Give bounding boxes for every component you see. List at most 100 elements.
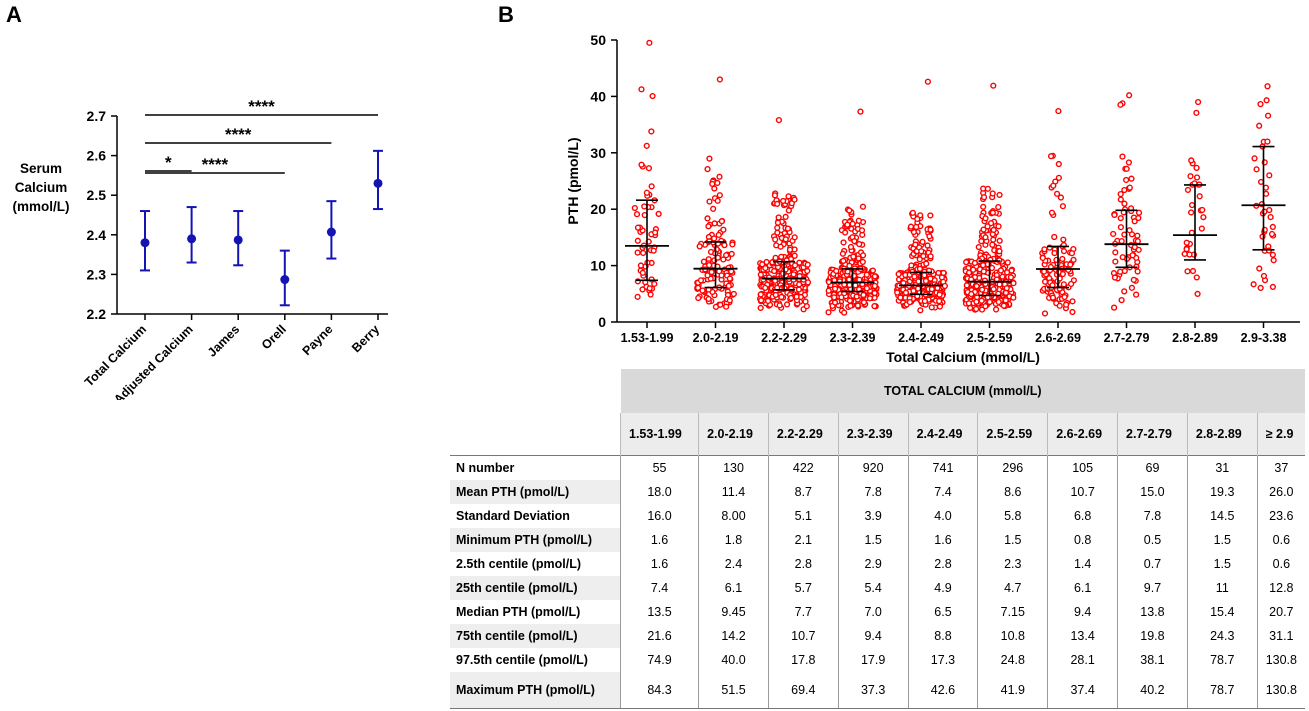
table-cell: 2.1 bbox=[767, 528, 839, 552]
table-cell: 6.1 bbox=[1047, 576, 1118, 600]
data-point bbox=[859, 252, 867, 259]
data-point bbox=[1007, 274, 1015, 281]
data-point bbox=[1119, 153, 1126, 160]
data-point bbox=[1057, 194, 1065, 201]
data-point bbox=[1266, 206, 1273, 214]
data-point bbox=[705, 295, 712, 303]
data-point bbox=[996, 281, 1003, 288]
data-point bbox=[723, 252, 730, 259]
data-point bbox=[871, 289, 878, 297]
data-point bbox=[860, 291, 867, 299]
data-point bbox=[1060, 281, 1067, 288]
data-point bbox=[718, 272, 725, 279]
data-point bbox=[1070, 256, 1077, 263]
data-point bbox=[869, 267, 877, 274]
x-axis-label: Total Calcium (mmol/L) bbox=[886, 349, 1040, 365]
data-point bbox=[978, 286, 986, 293]
data-point bbox=[831, 299, 839, 306]
table-cell: 10.8 bbox=[977, 624, 1048, 648]
data-point bbox=[1189, 267, 1197, 275]
data-point bbox=[772, 291, 779, 299]
table-cell: 6.1 bbox=[698, 576, 769, 600]
data-point bbox=[859, 258, 866, 266]
data-point bbox=[1121, 288, 1128, 295]
data-point bbox=[1133, 291, 1140, 298]
table-cell: 5.1 bbox=[767, 504, 839, 528]
data-point bbox=[1055, 174, 1062, 181]
table-cell: 0.6 bbox=[1256, 528, 1305, 552]
data-point bbox=[980, 226, 987, 233]
data-point bbox=[852, 282, 859, 289]
data-point bbox=[704, 272, 711, 279]
data-point bbox=[704, 215, 711, 222]
panel-b-label: B bbox=[498, 2, 514, 27]
data-point bbox=[1126, 184, 1133, 191]
data-point bbox=[831, 294, 838, 301]
data-point bbox=[1117, 196, 1124, 203]
data-point bbox=[1061, 293, 1068, 301]
data-point bbox=[723, 303, 730, 310]
data-point bbox=[774, 224, 781, 231]
y-tick-label: 50 bbox=[590, 32, 606, 48]
data-point bbox=[851, 238, 858, 245]
data-point bbox=[647, 291, 654, 298]
data-point bbox=[984, 223, 991, 230]
data-point bbox=[859, 203, 867, 210]
data-point bbox=[941, 282, 948, 290]
data-point bbox=[721, 242, 728, 249]
mean-point bbox=[233, 235, 243, 245]
table-cell: 69 bbox=[1117, 455, 1188, 480]
data-point bbox=[935, 269, 942, 277]
data-point bbox=[717, 301, 724, 308]
data-point bbox=[1251, 155, 1258, 162]
table-column-header: 2.2-2.29 bbox=[767, 413, 839, 456]
table-cell: 920 bbox=[837, 455, 909, 480]
data-point bbox=[763, 258, 770, 266]
data-point bbox=[920, 253, 927, 260]
table-title: TOTAL CALCIUM (mmol/L) bbox=[620, 369, 1305, 413]
table-cell: 130.8 bbox=[1256, 672, 1305, 709]
data-point bbox=[700, 258, 708, 265]
data-point bbox=[1063, 301, 1070, 308]
data-point bbox=[1262, 190, 1270, 197]
data-point bbox=[696, 243, 703, 250]
data-point bbox=[996, 237, 1003, 244]
data-point bbox=[716, 173, 723, 180]
data-point bbox=[840, 257, 847, 265]
table-column-header: 2.3-2.39 bbox=[837, 413, 909, 456]
table-cell: 19.3 bbox=[1186, 480, 1258, 504]
table-cell: 13.5 bbox=[619, 600, 699, 624]
data-point bbox=[634, 224, 642, 231]
data-point bbox=[1055, 107, 1062, 115]
data-point bbox=[708, 268, 715, 276]
data-point bbox=[1002, 289, 1010, 296]
data-point bbox=[762, 264, 769, 272]
data-point bbox=[1130, 276, 1137, 283]
x-tick-label: 2.2-2.29 bbox=[761, 331, 807, 345]
data-point bbox=[924, 78, 931, 85]
data-point bbox=[1134, 238, 1141, 245]
table-column-header: 1.53-1.99 bbox=[619, 413, 699, 456]
table-cell: 38.1 bbox=[1117, 648, 1188, 672]
data-point bbox=[846, 262, 853, 269]
data-point bbox=[1253, 166, 1260, 173]
data-point bbox=[1199, 206, 1206, 214]
data-point bbox=[1068, 250, 1076, 257]
data-point bbox=[1193, 174, 1201, 181]
table-cell: 2.8 bbox=[767, 552, 839, 576]
row-label: 25th centile (pmol/L) bbox=[450, 576, 621, 600]
y-tick-label: 20 bbox=[590, 201, 606, 217]
data-point bbox=[906, 298, 913, 306]
x-tick-label: 2.0-2.19 bbox=[693, 331, 739, 345]
data-point bbox=[1121, 186, 1128, 194]
table-column-header: 2.8-2.89 bbox=[1186, 413, 1258, 456]
data-point bbox=[902, 289, 910, 296]
x-tick-label: 2.9-3.38 bbox=[1241, 331, 1287, 345]
data-point bbox=[1060, 248, 1068, 255]
data-point bbox=[833, 267, 840, 275]
data-point bbox=[1050, 182, 1057, 189]
data-point bbox=[863, 285, 871, 292]
table-column-header: ≥ 2.9 bbox=[1256, 413, 1305, 456]
data-point bbox=[911, 273, 918, 280]
data-point bbox=[706, 155, 713, 162]
